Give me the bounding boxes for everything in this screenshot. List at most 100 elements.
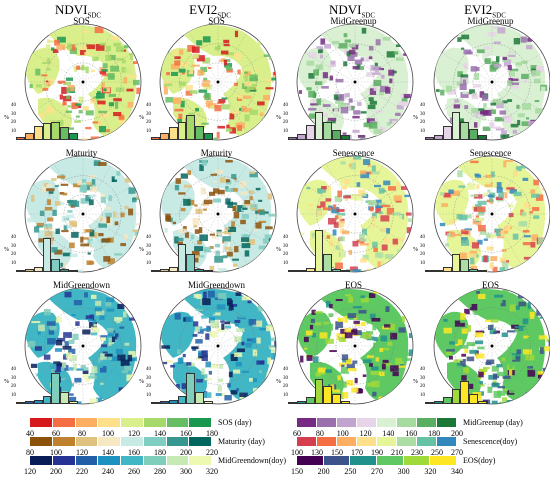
- map-pixel-patch: [259, 327, 269, 331]
- map-pixel-patch: [99, 360, 104, 364]
- map-pixel-patch: [100, 193, 105, 198]
- map-pixel-patch: [62, 192, 68, 196]
- map-pixel-patch: [263, 54, 272, 57]
- map-pixel-patch: [214, 243, 221, 248]
- histogram-y-label: %: [4, 247, 9, 253]
- meridian-line: [217, 31, 248, 83]
- map-pixel-patch: [492, 380, 497, 385]
- map-pixel-patch: [475, 66, 480, 72]
- map-pixel-patch: [321, 86, 329, 89]
- map-pixel-patch: [247, 300, 252, 304]
- map-pixel-patch: [66, 225, 73, 229]
- map-pixel-patch: [382, 359, 389, 364]
- map-pixel-patch: [66, 87, 71, 94]
- map-pixel-patch: [200, 255, 205, 258]
- map-pixel-patch: [497, 371, 505, 377]
- colorbar-tick-label: 80: [315, 429, 324, 438]
- meridian-line: [32, 52, 84, 83]
- histogram-bar: [204, 270, 213, 272]
- map-pixel-patch: [344, 328, 352, 333]
- map-pixel-patch: [448, 231, 456, 238]
- map-pixel-patch: [535, 108, 543, 114]
- latitude-circle: [453, 43, 531, 121]
- map-pixel-patch: [230, 303, 238, 307]
- map-pixel-patch: [527, 120, 536, 125]
- map-pixel-patch: [537, 371, 545, 375]
- map-pixel-patch: [496, 187, 503, 194]
- map-pixel-patch: [204, 378, 213, 381]
- histogram-inset: % 10 20 30 40: [4, 362, 78, 404]
- histogram-y-tick: 30: [420, 375, 425, 381]
- histogram-bar: [314, 230, 324, 272]
- map-pixel-patch: [374, 62, 378, 68]
- map-pixel-patch: [38, 238, 43, 243]
- meridian-line: [53, 295, 84, 347]
- map-pixel-patch: [531, 193, 540, 198]
- map-pixel-patch: [516, 349, 522, 354]
- map-pixel-patch: [368, 97, 374, 102]
- colorbar-swatch: [417, 418, 436, 427]
- map-pixel-patch: [254, 320, 263, 327]
- map-pixel-patch: [104, 353, 113, 357]
- map-panel: EOS% 10 20 30 40: [276, 278, 415, 406]
- map-pixel-patch: [82, 370, 89, 375]
- colorbar-swatch: [189, 437, 211, 446]
- map-pixel-patch: [380, 85, 389, 93]
- colorbar-tick-label: 130: [311, 448, 323, 457]
- map-pixel-patch: [105, 212, 113, 218]
- meridian-line: [167, 345, 219, 376]
- north-pole-marker: [81, 212, 85, 216]
- map-pixel-patch: [68, 199, 77, 206]
- histogram-y-tick: 20: [283, 384, 288, 390]
- map-pixel-patch: [501, 248, 507, 252]
- map-pixel-patch: [374, 336, 378, 342]
- histogram-y-tick: 40: [420, 235, 425, 241]
- map-pixel-patch: [259, 112, 264, 117]
- map-pixel-patch: [487, 386, 493, 393]
- map-pixel-patch: [493, 126, 502, 129]
- map-pixel-patch: [512, 350, 517, 354]
- map-pixel-patch: [94, 26, 104, 34]
- colorbar-swatch: [98, 437, 120, 446]
- histogram-y-label: %: [139, 115, 144, 121]
- map-pixel-patch: [348, 105, 352, 110]
- map-pixel-patch: [89, 372, 96, 376]
- map-panel: EOS% 10 20 30 40: [413, 278, 550, 406]
- map-pixel-patch: [393, 195, 402, 202]
- map-pixel-patch: [126, 374, 134, 382]
- map-pixel-patch: [389, 323, 396, 331]
- map-pixel-patch: [348, 163, 352, 168]
- meridian-line: [354, 316, 406, 347]
- map-pixel-patch: [476, 220, 482, 226]
- map-pixel-patch: [381, 55, 388, 62]
- map-pixel-patch: [484, 58, 491, 64]
- histogram-bar: [341, 134, 350, 140]
- map-pixel-patch: [342, 391, 349, 399]
- map-pixel-patch: [122, 311, 127, 318]
- colorbar-swatch: [377, 456, 403, 465]
- map-pixel-patch: [373, 79, 382, 87]
- north-pole-marker: [353, 212, 357, 216]
- map-pixel-patch: [241, 67, 246, 71]
- map-pixel-patch: [484, 107, 494, 112]
- map-pixel-patch: [203, 246, 211, 253]
- colorbar-swatch: [397, 418, 416, 427]
- map-pixel-patch: [503, 225, 511, 233]
- histogram-bar: [469, 129, 479, 140]
- map-pixel-patch: [322, 207, 331, 211]
- map-pixel-patch: [203, 328, 210, 332]
- map-pixel-patch: [212, 312, 221, 316]
- map-pixel-patch: [189, 69, 194, 74]
- map-pixel-patch: [340, 381, 347, 388]
- histogram-bar: [296, 401, 306, 404]
- map-pixel-patch: [111, 336, 116, 343]
- colorbar-swatch: [297, 437, 316, 446]
- map-pixel-patch: [338, 362, 346, 367]
- meridian-line: [462, 163, 493, 215]
- map-pixel-patch: [128, 52, 134, 60]
- map-pixel-patch: [97, 91, 101, 95]
- histogram-y-tick: 40: [146, 103, 151, 109]
- map-pixel-patch: [210, 172, 218, 176]
- map-pixel-patch: [501, 130, 507, 135]
- meridian-line: [354, 163, 385, 215]
